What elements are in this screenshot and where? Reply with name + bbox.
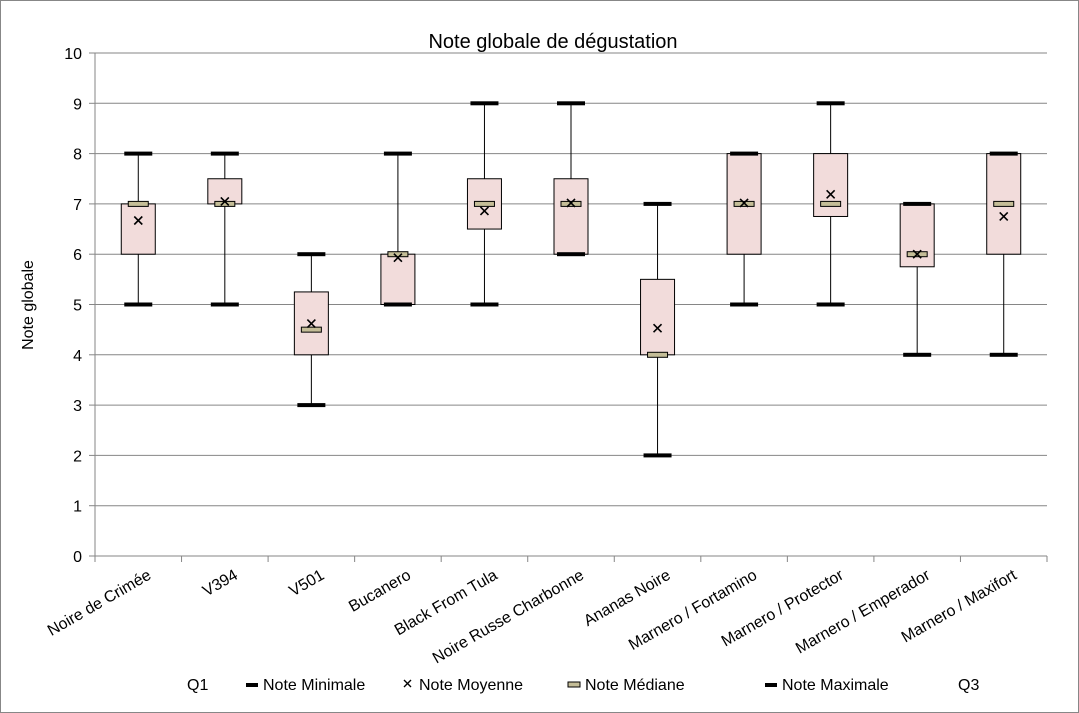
max-marker	[124, 151, 153, 156]
x-tick-label: V501	[286, 567, 327, 600]
median-marker	[387, 251, 409, 258]
y-tick-label: 1	[73, 499, 82, 516]
max-marker	[470, 101, 499, 106]
legend-item: Note Moyenne	[403, 677, 523, 694]
min-marker	[470, 302, 499, 307]
y-tick-label: 9	[73, 96, 82, 113]
box-group	[293, 252, 329, 408]
min-marker	[816, 302, 845, 307]
x-tick-label: V394	[200, 567, 241, 600]
legend-item: Q1	[187, 677, 208, 694]
max-marker	[210, 151, 239, 156]
x-tick-label: Noire de Crimée	[45, 567, 154, 640]
box-group	[553, 101, 589, 257]
box-group	[899, 201, 935, 357]
mean-marker	[220, 196, 230, 206]
mean-marker	[479, 206, 490, 216]
median-marker	[647, 351, 669, 358]
legend-item: Note Maximale	[765, 677, 889, 694]
legend-item: Note Médiane	[567, 677, 685, 694]
box-q1-q3	[640, 278, 676, 356]
legend-symbol	[246, 683, 258, 687]
mean-marker	[566, 198, 576, 208]
mean-marker	[999, 211, 1009, 222]
y-tick-label: 5	[73, 298, 82, 315]
legend-item: Note Minimale	[246, 677, 365, 694]
box-q1-q3	[380, 253, 416, 305]
mean-marker	[826, 189, 836, 199]
legend: Q1 Note Minimale Note Moyenne Note Médiane N…	[187, 677, 979, 694]
min-marker	[903, 352, 932, 357]
max-marker	[730, 151, 759, 156]
box-group	[207, 151, 243, 307]
min-marker	[124, 302, 153, 307]
box-q1-q3	[120, 203, 156, 255]
y-tick-label: 6	[73, 247, 82, 264]
box-group	[986, 151, 1022, 357]
y-tick-label: 4	[73, 348, 82, 365]
max-marker	[903, 201, 932, 206]
chart-title: Note globale de dégustation	[428, 31, 677, 53]
y-tick-labels: 0 1 2 3 4 5 6 7 8 9 10	[64, 46, 82, 566]
y-tick-label: 0	[73, 549, 82, 566]
min-marker	[210, 302, 239, 307]
mean-marker	[739, 198, 749, 208]
boxes	[120, 101, 1022, 458]
y-tick-label: 3	[73, 398, 82, 415]
median-marker	[127, 200, 149, 207]
max-marker	[989, 151, 1018, 156]
legend-label: Note Minimale	[263, 677, 365, 694]
min-marker	[383, 302, 412, 307]
mean-marker	[652, 323, 663, 333]
legend-label: Q3	[958, 677, 979, 694]
median-marker	[473, 200, 495, 207]
box-group	[726, 151, 762, 307]
min-marker	[730, 302, 759, 307]
max-marker	[557, 101, 585, 106]
x-tick-label: Bucanero	[346, 567, 414, 616]
box-group	[380, 151, 416, 307]
mean-marker	[393, 253, 403, 263]
y-tick-label: 2	[73, 448, 82, 465]
box-q1-q3	[899, 203, 935, 268]
median-marker	[820, 200, 842, 207]
y-tick-label: 8	[73, 147, 82, 164]
legend-item: Q3	[958, 677, 979, 694]
max-marker	[643, 201, 672, 206]
min-marker	[297, 403, 326, 408]
legend-label: Note Médiane	[585, 677, 685, 694]
min-marker	[989, 352, 1018, 357]
y-tick-label: 10	[64, 46, 82, 63]
legend-label: Note Moyenne	[419, 677, 523, 694]
y-axis-label: Note globale	[20, 260, 37, 350]
mean-marker	[133, 215, 143, 226]
y-tick-label: 7	[73, 197, 82, 214]
legend-label: Q1	[187, 677, 208, 694]
min-marker	[643, 453, 672, 458]
legend-symbol	[567, 681, 581, 688]
box-q1-q3	[813, 153, 849, 217]
mean-marker	[912, 249, 922, 259]
legend-symbol	[403, 679, 412, 688]
max-marker	[816, 101, 845, 106]
box-group	[466, 101, 502, 307]
box-group	[120, 151, 156, 307]
box-group	[813, 101, 849, 307]
max-marker	[297, 252, 326, 257]
median-marker	[300, 326, 322, 333]
x-tick-label: Noire Russe Charbonne	[430, 567, 587, 668]
box-group	[640, 201, 676, 458]
box-q1-q3	[553, 178, 589, 255]
legend-label: Note Maximale	[782, 677, 889, 694]
mean-marker	[306, 319, 316, 329]
median-marker	[993, 200, 1015, 207]
axes	[89, 52, 1048, 562]
min-marker	[557, 252, 585, 257]
max-marker	[383, 151, 412, 156]
box-q1-q3	[207, 178, 243, 205]
legend-symbol	[765, 683, 777, 687]
